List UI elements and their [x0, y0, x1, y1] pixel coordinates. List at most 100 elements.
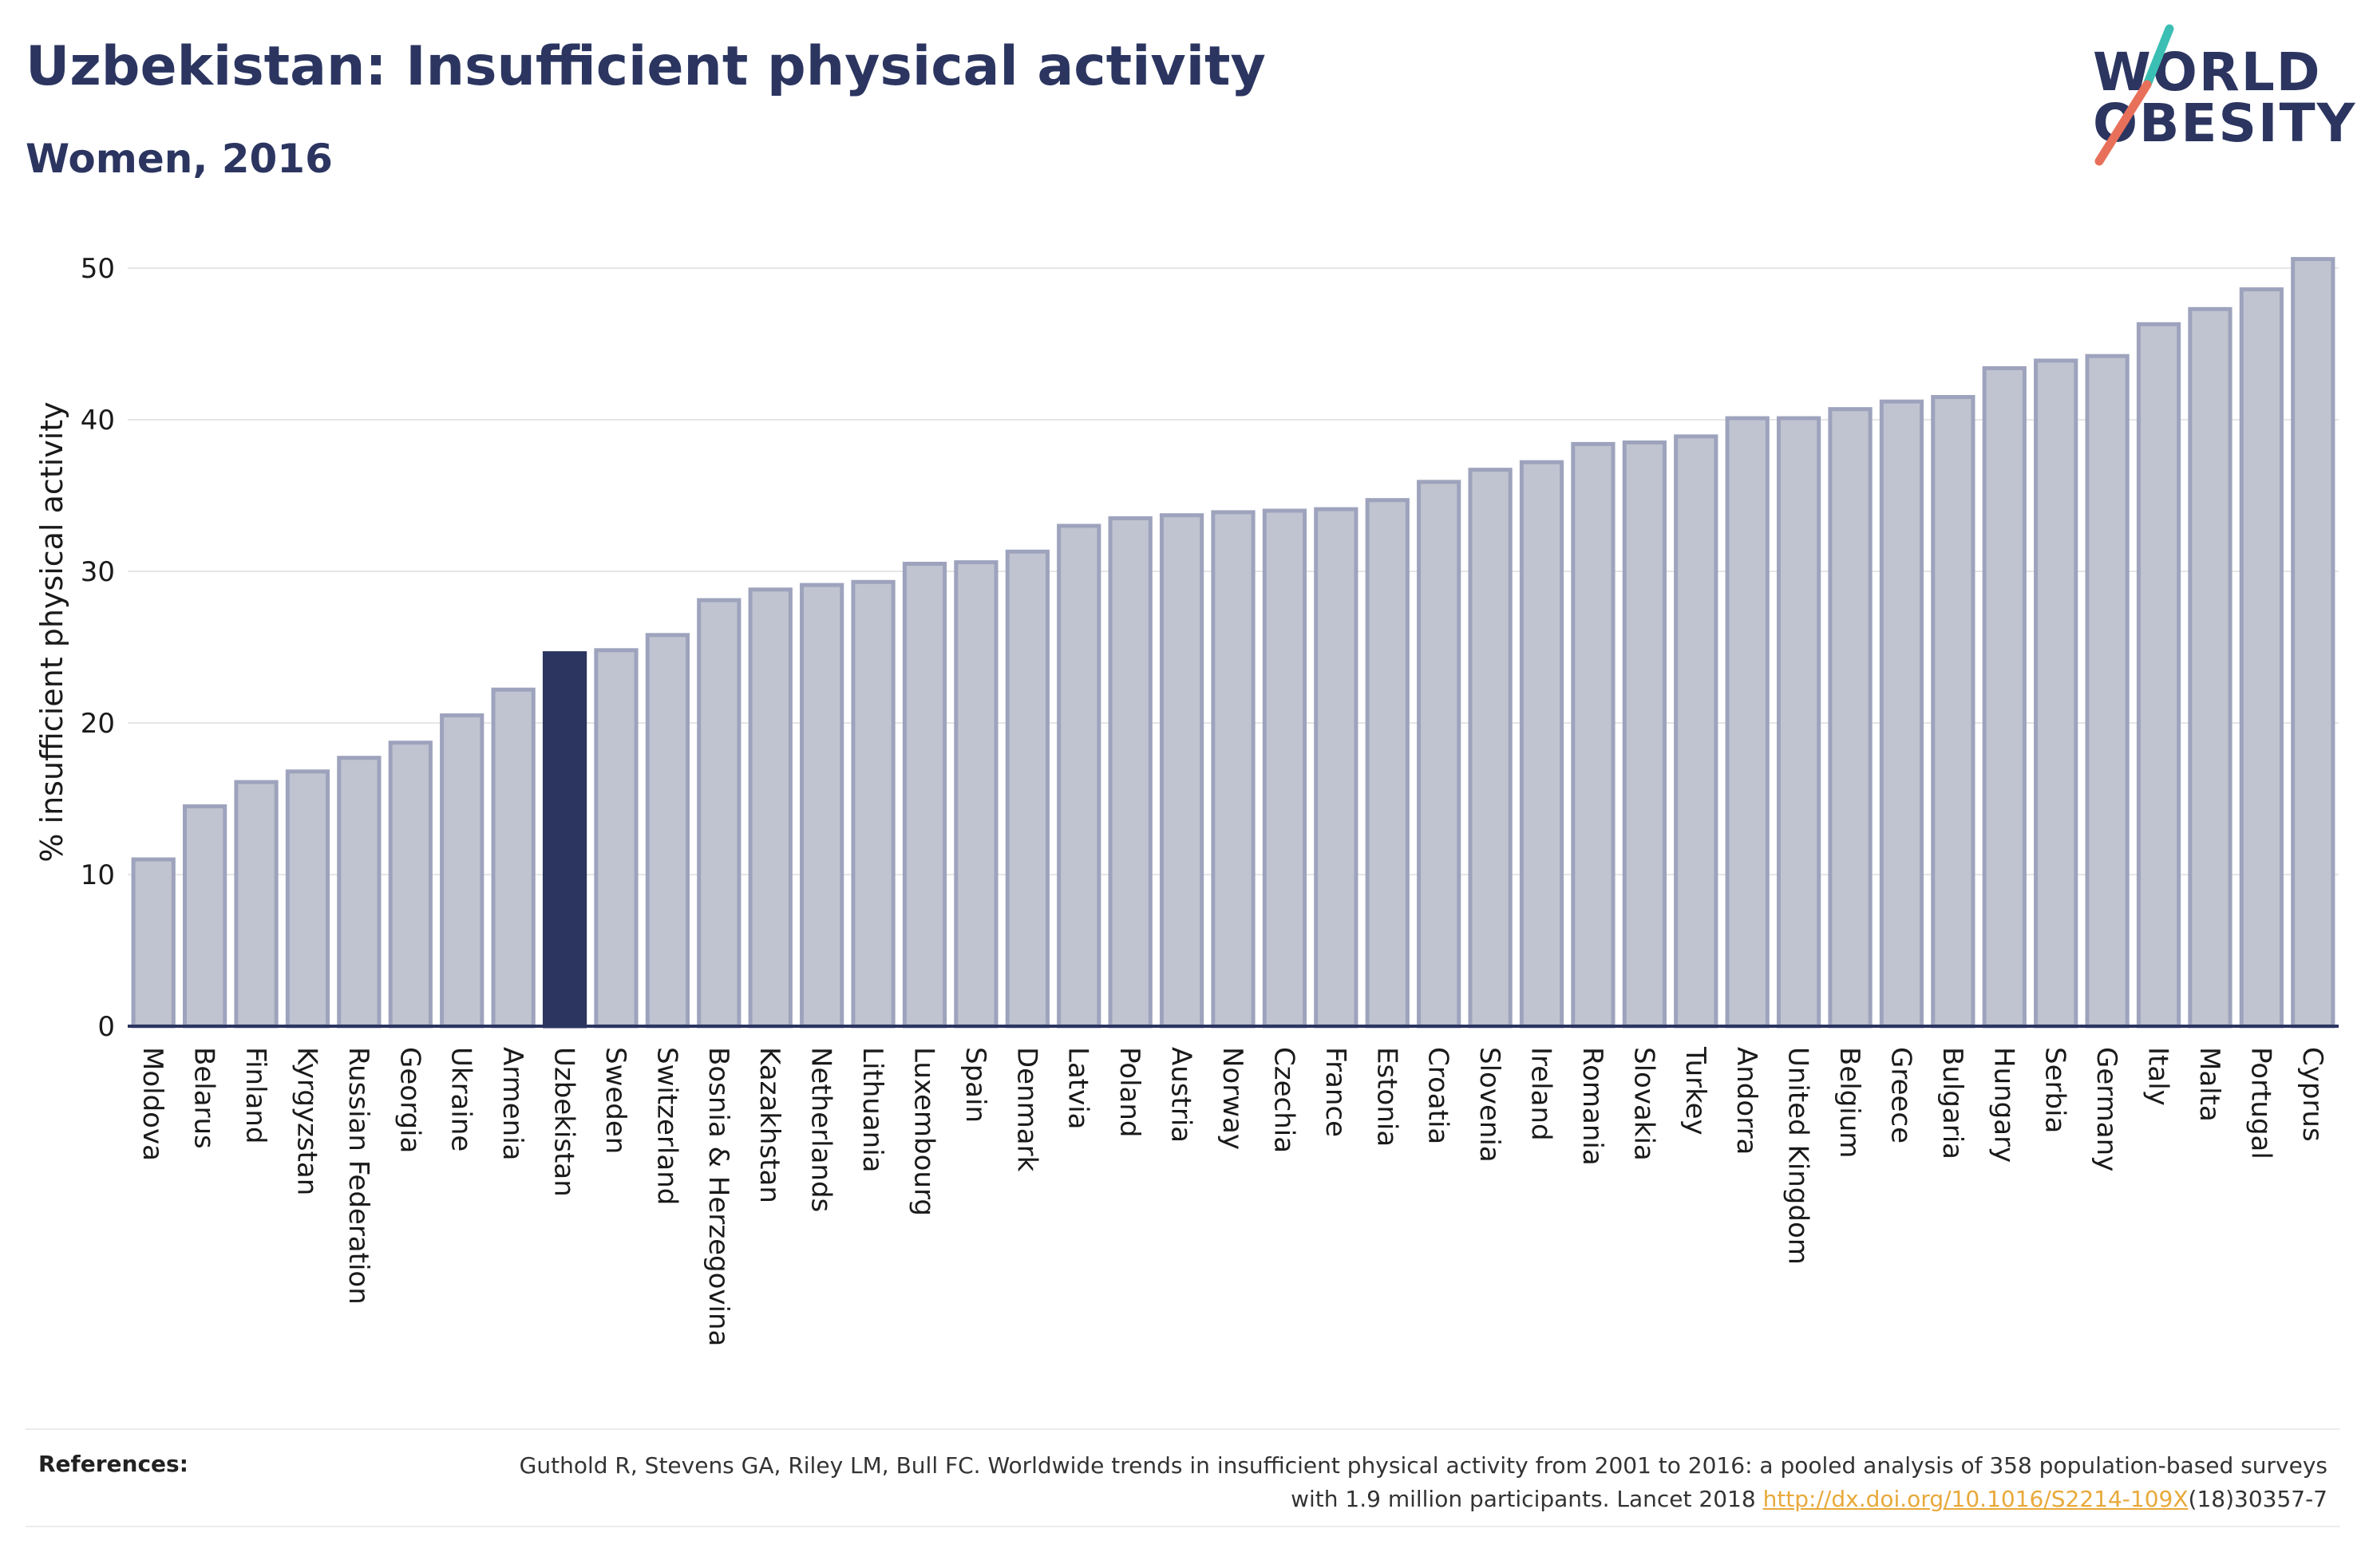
x-tick-labels: Moldova Belarus Finland Kyrgyzstan Russian F… [136, 1046, 2328, 1346]
bar-croatia [1417, 480, 1461, 1029]
x-tick-label: Cyprus [2296, 1047, 2328, 1142]
x-tick-label: Switzerland [651, 1047, 682, 1205]
bar-netherlands [800, 583, 844, 1029]
bar-ireland [1519, 460, 1564, 1029]
x-tick-label: Spain [959, 1047, 991, 1123]
bar-united-kingdom [1776, 416, 1821, 1029]
x-tick-label: Netherlands [805, 1047, 837, 1212]
bar-ukraine [440, 713, 484, 1029]
references-doi-link[interactable]: http://dx.doi.org/10.1016/S2214-109X [1762, 1486, 2189, 1512]
y-tick-label: 10 [81, 859, 115, 891]
bar-bulgaria [1931, 395, 1975, 1029]
x-tick-label: Kyrgyzstan [291, 1047, 322, 1195]
x-tick-label: Slovenia [1473, 1047, 1505, 1163]
bar-estonia [1365, 498, 1410, 1029]
x-tick-label: Bosnia & Herzegovina [702, 1047, 734, 1346]
x-tick-label: Bulgaria [1936, 1047, 1968, 1159]
x-tick-label: Moldova [136, 1047, 168, 1161]
x-tick-label: Ukraine [445, 1047, 477, 1151]
x-tick-label: Armenia [496, 1047, 528, 1161]
bar-kazakhstan [748, 587, 793, 1029]
x-tick-label: Poland [1113, 1047, 1145, 1138]
bar-slovakia [1622, 440, 1667, 1029]
bar-denmark [1005, 549, 1050, 1029]
x-tick-label: Belgium [1833, 1047, 1865, 1158]
bar-austria [1159, 513, 1204, 1029]
x-tick-label: Russian Federation [342, 1047, 374, 1305]
chart-title: Uzbekistan: Insufficient physical activi… [26, 35, 1266, 98]
bar-lithuania [851, 579, 896, 1029]
world-obesity-logo: WORLD OBESITY [2083, 24, 2355, 168]
y-tick-label: 40 [81, 405, 115, 436]
y-tick-label: 50 [81, 253, 115, 285]
bar-norway [1211, 510, 1256, 1029]
bar-chart: 0 10 20 30 40 50 Moldova Belarus Finland Kyrgyzs… [34, 253, 2339, 1346]
bar-cyprus [2291, 257, 2335, 1029]
bar-georgia [388, 741, 433, 1029]
y-tick-label: 20 [81, 708, 115, 740]
y-tick-label: 0 [97, 1011, 115, 1043]
bar-italy [2136, 322, 2181, 1029]
bar-kyrgyzstan [285, 769, 330, 1029]
x-tick-label: Lithuania [856, 1047, 888, 1172]
bar-russian-federation [337, 756, 382, 1029]
x-tick-label: Norway [1216, 1047, 1248, 1150]
bar-armenia [491, 687, 536, 1029]
x-tick-label: Czechia [1268, 1047, 1299, 1153]
x-tick-label: Romania [1576, 1047, 1608, 1166]
x-tick-label: Georgia [394, 1047, 425, 1153]
bar-turkey [1674, 434, 1718, 1029]
bar-germany [2085, 353, 2130, 1029]
x-tick-label: Estonia [1370, 1047, 1402, 1147]
x-tick-label: Greece [1884, 1047, 1916, 1143]
x-tick-label: Ireland [1525, 1047, 1557, 1141]
bar-spain [954, 560, 999, 1029]
logo-slash-icon [2094, 24, 2174, 166]
bar-switzerland [645, 633, 690, 1029]
bar-romania [1571, 441, 1616, 1029]
bar-greece [1879, 399, 1924, 1029]
x-tick-label: Croatia [1422, 1047, 1454, 1144]
references-text: Guthold R, Stevens GA, Riley LM, Bull FC… [492, 1449, 2327, 1516]
x-tick-label: Austria [1165, 1047, 1197, 1143]
x-tick-label: Uzbekistan [548, 1047, 580, 1197]
x-tick-label: Belarus [188, 1047, 220, 1149]
x-tick-label: Portugal [2244, 1047, 2276, 1159]
bar-bosnia-herzegovina [697, 598, 742, 1029]
bar-slovenia [1468, 468, 1513, 1029]
bars [131, 257, 2335, 1029]
bar-belarus [183, 804, 227, 1029]
bar-czechia [1262, 508, 1307, 1029]
x-tick-label: Denmark [1010, 1047, 1042, 1172]
bar-portugal [2239, 287, 2284, 1029]
x-tick-label: Turkey [1679, 1046, 1711, 1136]
x-tick-label: Serbia [2039, 1047, 2071, 1133]
bar-andorra [1725, 416, 1770, 1029]
x-tick-label: Sweden [599, 1047, 631, 1154]
x-tick-label: France [1319, 1047, 1351, 1137]
bar-france [1314, 507, 1358, 1029]
x-tick-label: Finland [239, 1047, 271, 1144]
x-tick-label: Kazakhstan [753, 1047, 785, 1203]
x-tick-label: Italy [2142, 1047, 2174, 1106]
references-label: References: [38, 1451, 188, 1477]
bar-sweden [594, 648, 639, 1029]
references-citation: Guthold R, Stevens GA, Riley LM, Bull FC… [519, 1452, 2327, 1512]
bar-moldova [131, 857, 176, 1029]
bar-uzbekistan [542, 651, 587, 1029]
x-tick-label: Malta [2193, 1047, 2225, 1122]
x-tick-label: Slovakia [1627, 1047, 1659, 1161]
x-tick-label: United Kingdom [1782, 1047, 1814, 1265]
x-tick-label: Hungary [1987, 1047, 2019, 1163]
y-tick-label: 30 [81, 556, 115, 588]
bar-luxembourg [902, 562, 947, 1029]
bar-hungary [1982, 365, 2027, 1029]
bar-latvia [1057, 523, 1101, 1029]
bar-malta [2188, 306, 2232, 1029]
x-tick-label: Luxembourg [908, 1047, 939, 1216]
references-citation-suffix: (18)30357-7 [2188, 1486, 2327, 1512]
references-section: References: Guthold R, Stevens GA, Riley… [26, 1428, 2340, 1527]
bar-belgium [1828, 407, 1873, 1029]
x-tick-label: Germany [2090, 1047, 2122, 1171]
bar-serbia [2034, 358, 2078, 1029]
